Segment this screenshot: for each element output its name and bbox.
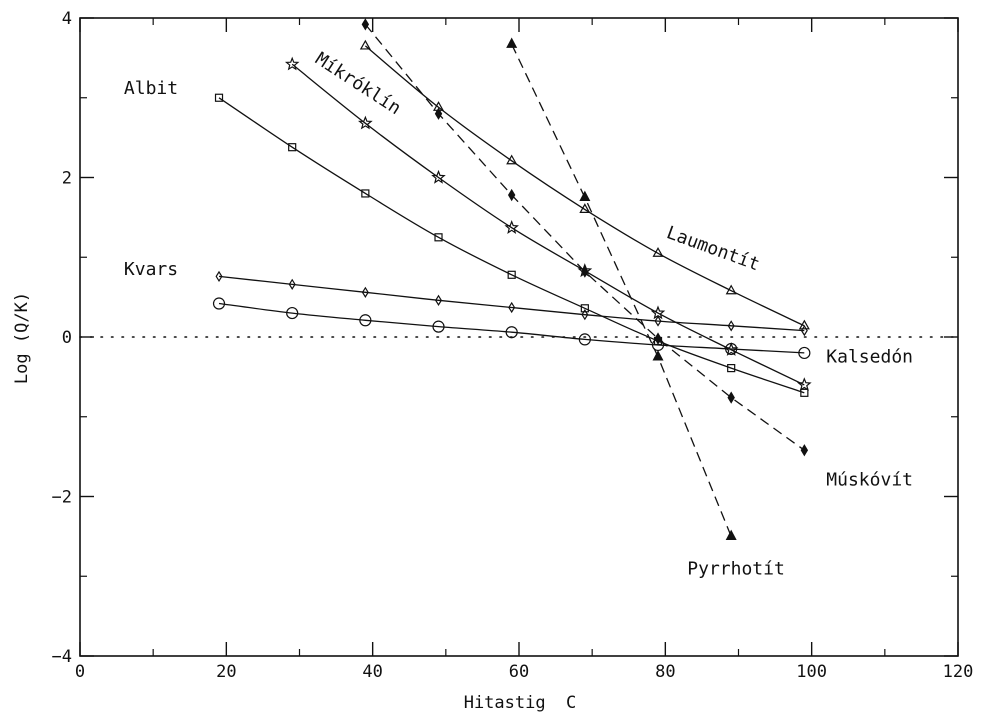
data-point-kalsedon — [286, 306, 299, 320]
data-point-mikroklin — [504, 220, 519, 234]
data-point-muskovit — [434, 107, 443, 120]
data-point-pyrrhotit — [579, 190, 591, 202]
x-tick-label: 120 — [943, 662, 974, 682]
data-point-laumontit — [652, 247, 664, 257]
y-tick-label: −4 — [52, 647, 72, 667]
data-point-pyrrhotit — [652, 350, 664, 361]
data-point-albit — [288, 143, 297, 152]
x-tick-label: 80 — [655, 662, 675, 682]
data-point-kalsedon — [798, 346, 811, 360]
data-point-albit — [800, 388, 809, 397]
series-label-muskovit: Múskóvít — [826, 469, 913, 490]
data-point-kvars — [435, 294, 443, 306]
data-point-muskovit — [581, 265, 589, 278]
data-point-kvars — [288, 278, 296, 291]
x-tick-label: 60 — [509, 662, 529, 682]
data-point-kalsedon — [578, 333, 591, 346]
data-point-laumontit — [506, 154, 518, 165]
data-point-muskovit — [507, 188, 516, 202]
x-axis-label: Hitastig C — [464, 693, 577, 713]
series-line-laumontit — [364, 45, 805, 327]
y-tick-label: 4 — [62, 9, 72, 29]
data-point-kvars — [581, 309, 589, 321]
data-point-muskovit — [361, 18, 370, 31]
x-ticks: 0 20 40 60 80 100 120 — [75, 18, 973, 682]
series-label-albit: Albit — [124, 78, 178, 99]
data-point-albit — [214, 93, 224, 102]
series-line-mikroklin — [291, 63, 805, 386]
data-point-kvars — [654, 315, 662, 327]
data-point-albit — [361, 189, 370, 198]
y-tick-label: −2 — [52, 488, 72, 508]
data-point-mikroklin — [431, 169, 446, 184]
data-point-muskovit — [727, 391, 735, 404]
x-tick-label: 0 — [75, 662, 85, 682]
series-markers — [212, 18, 812, 540]
data-point-albit — [580, 304, 589, 313]
series-line-kalsedon — [218, 302, 805, 354]
data-point-mikroklin — [284, 56, 300, 71]
data-point-laumontit — [579, 203, 591, 213]
data-point-pyrrhotit — [725, 529, 737, 540]
data-point-kalsedon — [505, 326, 518, 339]
data-point-albit — [434, 233, 443, 242]
y-tick-label: 2 — [62, 169, 72, 189]
data-point-kalsedon — [359, 314, 372, 327]
data-point-kvars — [508, 301, 516, 314]
series-line-kvars — [218, 275, 805, 332]
data-point-kalsedon — [212, 297, 226, 310]
series-line-albit — [218, 97, 805, 394]
series-label-laumontit: Laumontít — [664, 222, 763, 275]
data-point-mikroklin — [358, 115, 373, 130]
series-line-pyrrhotit — [511, 44, 732, 537]
data-point-mikroklin — [723, 342, 739, 356]
data-point-kvars — [727, 320, 735, 332]
data-point-muskovit — [654, 332, 662, 345]
series-line-muskovit — [364, 23, 805, 451]
data-point-pyrrhotit — [506, 37, 518, 48]
data-point-mikroklin — [797, 377, 812, 392]
data-point-albit — [507, 270, 516, 279]
series-label-pyrrhotit: Pyrrhotít — [687, 559, 785, 580]
series-labels: Albit Míkróklín Laumontít Kvars Kalsedón Músk… — [124, 48, 913, 579]
series-label-mikroklin: Míkróklín — [311, 48, 404, 119]
y-tick-label: 0 — [62, 328, 72, 348]
y-ticks: −4 −2 0 2 4 — [52, 9, 958, 667]
series-label-kvars: Kvars — [124, 259, 178, 280]
data-point-kvars — [800, 324, 808, 337]
data-point-kalsedon — [725, 342, 738, 356]
data-point-kalsedon — [432, 320, 445, 333]
series-label-kalsedon: Kalsedón — [826, 347, 913, 368]
data-point-laumontit — [359, 39, 371, 50]
data-point-laumontit — [798, 319, 810, 330]
y-axis-label: Log (Q/K) — [12, 292, 32, 384]
x-tick-label: 100 — [796, 662, 827, 682]
data-point-kvars — [361, 286, 369, 298]
data-point-muskovit — [800, 444, 809, 457]
x-tick-label: 20 — [216, 662, 236, 682]
data-point-albit — [727, 364, 736, 373]
x-tick-label: 40 — [362, 662, 382, 682]
data-point-kvars — [215, 270, 223, 283]
data-point-laumontit — [725, 284, 737, 295]
series-lines — [218, 23, 805, 537]
